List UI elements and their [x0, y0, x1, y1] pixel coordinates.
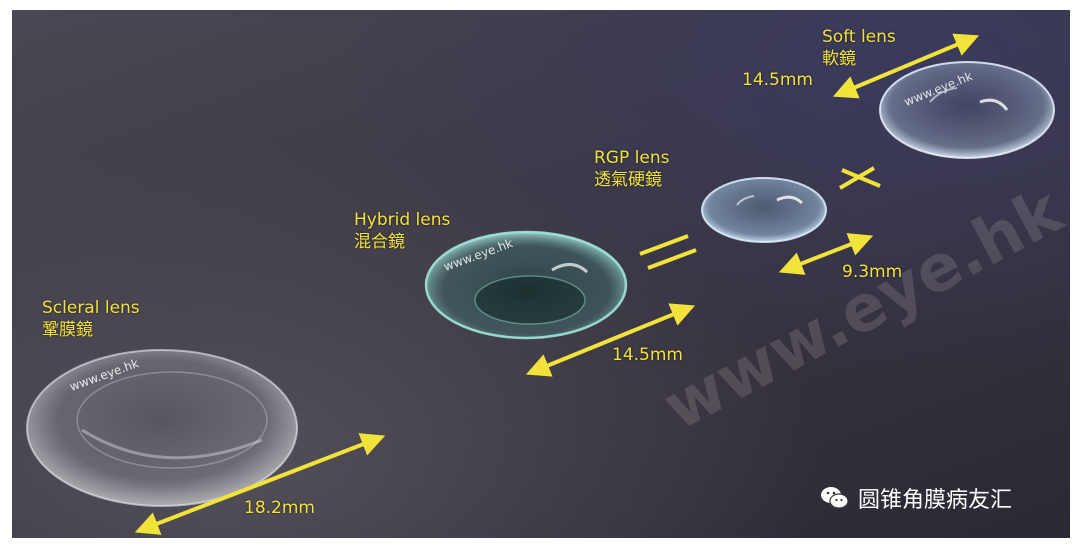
rgp-size-arrow	[778, 233, 874, 275]
scleral-lens	[26, 349, 298, 507]
hybrid-size-label: 14.5mm	[612, 345, 683, 365]
soft-lens-label-zh: 軟鏡	[822, 49, 856, 69]
cross-sign	[838, 166, 881, 190]
rgp-size-label: 9.3mm	[842, 262, 903, 282]
soft-size-arrow	[832, 33, 980, 99]
scleral-size-label: 18.2mm	[244, 498, 315, 518]
rgp-lens	[701, 177, 827, 243]
scleral-lens-label-zh: 鞏膜鏡	[42, 320, 93, 340]
hybrid-size-arrow	[525, 303, 696, 377]
lens-illustration	[26, 33, 1055, 535]
equal-sign	[639, 234, 697, 270]
rgp-lens-label-en: RGP lens	[594, 148, 670, 168]
hybrid-lens-label-en: Hybrid lens	[354, 210, 451, 230]
scleral-lens-label-en: Scleral lens	[42, 298, 140, 318]
soft-lens-label-en: Soft lens	[822, 27, 896, 47]
wechat-icon	[821, 487, 849, 509]
brand-badge: 圆锥角膜病友汇	[820, 482, 1012, 514]
rgp-lens-label-zh: 透氣硬鏡	[594, 170, 662, 190]
soft-size-label: 14.5mm	[742, 70, 813, 90]
hybrid-lens	[424, 230, 628, 340]
brand-text: 圆锥角膜病友汇	[858, 488, 1013, 513]
photo: Scleral lens 鞏膜鏡 Hybrid lens 混合鏡 RGP len…	[12, 10, 1070, 538]
hybrid-lens-label-zh: 混合鏡	[354, 232, 405, 252]
scleral-size-arrow	[134, 433, 386, 535]
